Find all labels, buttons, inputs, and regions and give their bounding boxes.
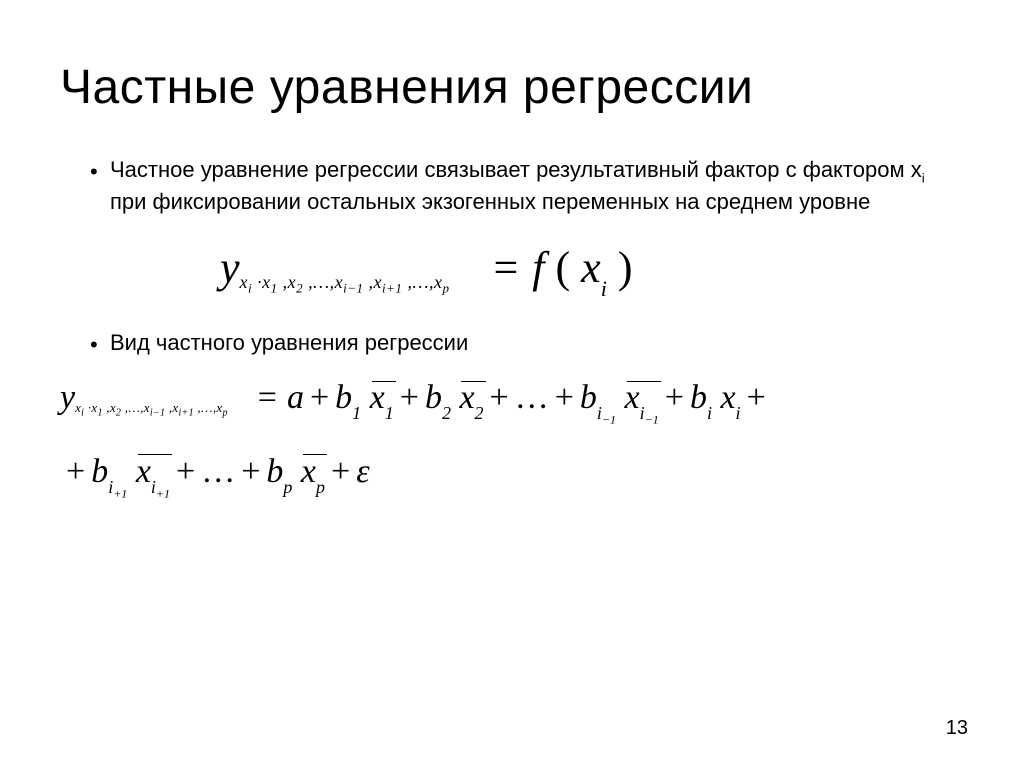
bullet-list-2: • Вид частного уравнения регрессии	[90, 328, 954, 360]
eq2-plus-4: +	[555, 379, 574, 417]
eq2-plus-1: +	[310, 379, 329, 417]
eq2-term-i: bi xi	[690, 379, 741, 421]
eq2-term-2: b2 x2	[425, 379, 484, 421]
eq3-plus-1: +	[66, 453, 85, 491]
eq1-y-subscript: xi ·x1 ,x2 ,…,xi−1 ,xi+1 ,…,xp	[240, 272, 450, 297]
bullet-list: • Частное уравнение регрессии связывает …	[90, 155, 954, 217]
equation-1: yxi ·x1 ,x2 ,…,xi−1 ,xi+1 ,…,xp = f ( xi…	[220, 242, 964, 298]
eq2-y-subscript: xi ·x1 ,x2 ,…,xi−1 ,xi+1 ,…,xp	[75, 400, 228, 419]
eq2-a: a	[287, 379, 304, 417]
eq2-plus-3: +	[490, 379, 509, 417]
eq2-plus-5: +	[665, 379, 684, 417]
equation-2-line2: + bi+1 xi+1 + … + bp xp + ε	[60, 453, 964, 498]
eq1-rhs: f ( xi )	[532, 242, 632, 298]
eq2-plus-2: +	[400, 379, 419, 417]
bullet-1: • Частное уравнение регрессии связывает …	[90, 155, 954, 217]
slide: Частные уравнения регрессии • Частное ур…	[0, 0, 1024, 768]
bullet-1-pre: Частное уравнение регрессии связывает ре…	[110, 157, 922, 182]
bullet-1-text: Частное уравнение регрессии связывает ре…	[110, 155, 954, 217]
eq3-plus-4: +	[331, 453, 350, 491]
eq2-plus-6: +	[747, 379, 766, 417]
bullet-2-text: Вид частного уравнения регрессии	[110, 328, 468, 358]
eq2-term-im1: bi−1 xi−1	[580, 379, 659, 424]
equation-2-line1: yxi ·x1 ,x2 ,…,xi−1 ,xi+1 ,…,xp = a + b1…	[60, 379, 964, 424]
eq3-term-ip1: bi+1 xi+1	[91, 453, 170, 498]
page-number: 13	[946, 717, 968, 740]
eq2-y: y	[60, 379, 75, 417]
eq1-y: y	[220, 242, 240, 293]
eq3-dots: …	[201, 453, 235, 491]
eq2-term-1: b1 x1	[335, 379, 394, 421]
bullet-1-marker: •	[90, 155, 110, 187]
slide-title: Частные уравнения регрессии	[60, 60, 964, 115]
eq1-equals: =	[493, 242, 518, 293]
eq3-plus-2: +	[176, 453, 195, 491]
eq2-dots-1: …	[515, 379, 549, 417]
eq3-plus-3: +	[241, 453, 260, 491]
eq2-equals: =	[258, 379, 277, 417]
bullet-1-post: при фиксировании остальных экзогенных пе…	[110, 189, 870, 214]
bullet-2: • Вид частного уравнения регрессии	[90, 328, 954, 360]
bullet-2-marker: •	[90, 328, 110, 360]
eq3-term-p: bp xp	[266, 453, 325, 495]
eq3-epsilon: ε	[356, 453, 369, 491]
bullet-1-sub: i	[922, 170, 925, 185]
